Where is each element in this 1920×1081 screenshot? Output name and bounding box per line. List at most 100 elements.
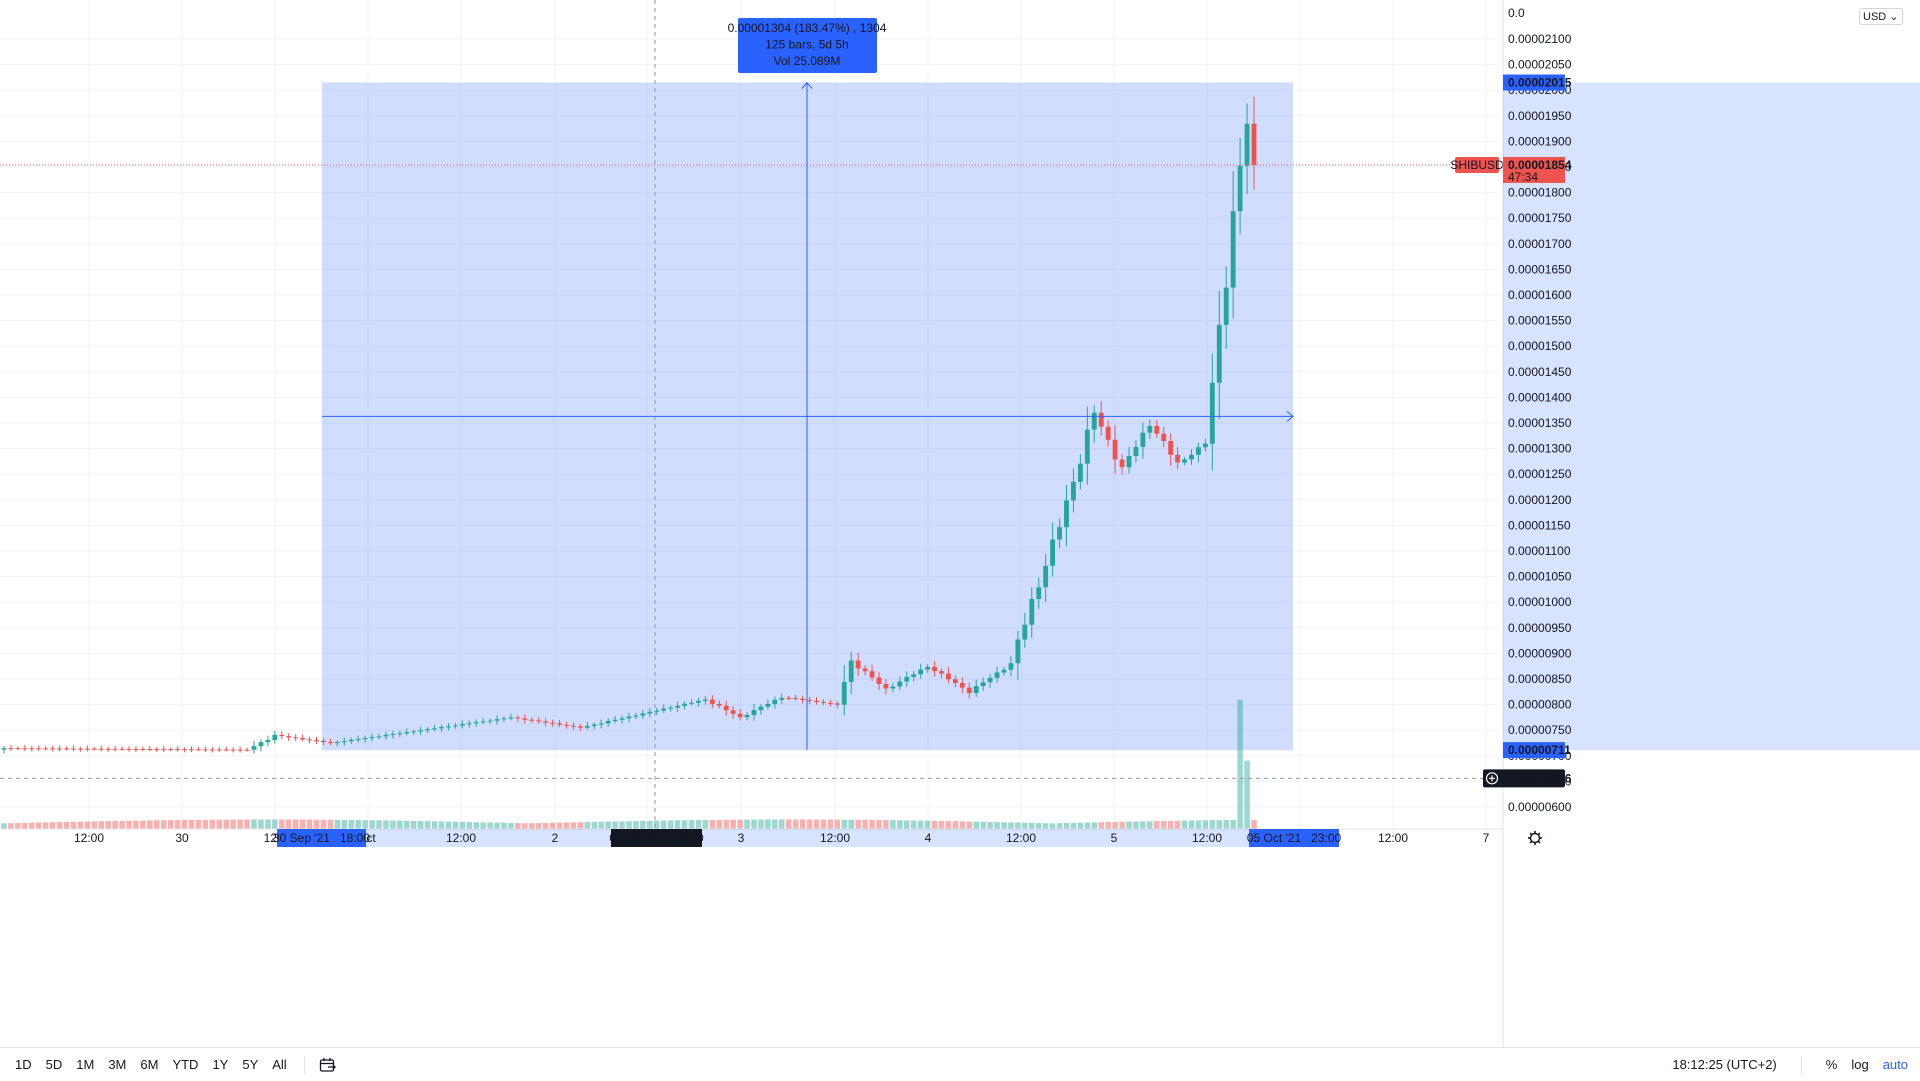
range-end-tag-bg — [1249, 829, 1339, 847]
candle-body — [258, 742, 264, 747]
volume-bar — [1160, 820, 1167, 829]
time-axis[interactable]: 12:00 30 12: ct 12:00 2 3 12:00 4 12:00 5 12:00 12:0… — [0, 828, 1542, 847]
candle — [265, 735, 271, 747]
candle — [1029, 587, 1035, 639]
candle-body — [1223, 287, 1229, 325]
candle-body — [1, 748, 7, 750]
volume-bar — [362, 820, 368, 829]
candle — [1105, 420, 1111, 447]
volume-bar — [438, 821, 445, 829]
candle — [834, 701, 840, 709]
toolbar-divider — [1800, 1055, 1802, 1074]
volume-bar — [140, 820, 146, 829]
price-tick-label: 0.00000750 — [1508, 723, 1572, 737]
range-ytd-button[interactable]: YTD — [172, 1057, 199, 1072]
candle-body — [911, 674, 917, 677]
volume-bar — [1035, 822, 1042, 829]
candle-body — [279, 734, 285, 737]
candle — [1008, 656, 1014, 677]
candle-body — [1237, 165, 1243, 212]
crosshair-price-tag: 0.00000656 — [1483, 769, 1572, 788]
plus-circle-icon[interactable] — [1485, 772, 1499, 785]
candle-body — [557, 723, 562, 725]
price-tick-label: 0.00000950 — [1508, 621, 1572, 635]
candle-body — [591, 724, 597, 726]
volume-bar — [306, 819, 313, 829]
candle-body — [848, 660, 854, 682]
gear-icon[interactable] — [1528, 831, 1542, 845]
candle — [175, 746, 181, 752]
volume-bar — [508, 822, 514, 829]
time-axis-range-highlight — [322, 829, 1293, 847]
range-5d-button[interactable]: 5D — [45, 1057, 63, 1072]
candle — [376, 733, 382, 739]
volume-bar — [695, 820, 702, 829]
volume-bar — [799, 819, 806, 829]
candle — [1209, 353, 1215, 471]
volume-bar — [910, 820, 917, 829]
volume-bar — [147, 820, 153, 829]
candle — [807, 696, 812, 705]
volume-bar — [730, 819, 736, 829]
calendar-goto-icon[interactable] — [319, 1057, 337, 1073]
candle — [1050, 522, 1056, 577]
auto-scale-toggle[interactable]: auto — [1882, 1057, 1908, 1072]
volume-bar — [591, 821, 598, 829]
volume-bar — [1098, 822, 1104, 829]
candle — [619, 715, 625, 724]
candle — [446, 723, 451, 731]
volume-bar — [779, 819, 785, 829]
candle-body — [994, 672, 1000, 678]
range-5y-button[interactable]: 5Y — [242, 1057, 259, 1072]
candle — [737, 708, 743, 721]
candle — [793, 694, 799, 701]
candle — [1230, 171, 1236, 319]
candle — [911, 671, 917, 682]
volume-bar — [272, 819, 278, 829]
candle — [1, 746, 7, 754]
volume-bar — [758, 819, 764, 829]
volume-bar — [890, 820, 896, 829]
price-axis[interactable]: 0.00.000021000.000020500.000020000.00001… — [1483, 0, 1920, 1047]
volume-bar — [1140, 821, 1146, 829]
volume-bar — [980, 821, 986, 829]
candle — [77, 746, 83, 752]
range-1y-button[interactable]: 1Y — [212, 1057, 229, 1072]
candle — [702, 695, 708, 705]
range-6m-button[interactable]: 6M — [140, 1057, 159, 1072]
volume-bar — [605, 821, 611, 829]
currency-selector[interactable]: USD ⌄ — [1859, 8, 1903, 25]
time-tick-label: 5 — [1111, 831, 1118, 845]
percent-scale-toggle[interactable]: % — [1825, 1057, 1838, 1072]
candle-body — [1140, 432, 1146, 447]
volume-bar — [744, 819, 750, 829]
candle — [1022, 612, 1028, 648]
candle — [71, 745, 76, 751]
volume-bar — [820, 819, 827, 829]
candle — [404, 728, 410, 736]
candle — [161, 746, 167, 753]
volume-bar — [667, 820, 674, 829]
volume-bar — [404, 820, 410, 829]
symbol-tag-bg — [1455, 156, 1499, 173]
candle-body — [293, 737, 299, 739]
gear-icon-tooth — [1529, 840, 1533, 844]
volume-bar — [424, 821, 431, 829]
candle — [640, 709, 646, 719]
candle — [147, 746, 153, 752]
range-1d-button[interactable]: 1D — [15, 1057, 32, 1072]
candle-body — [932, 666, 937, 672]
clock-timezone[interactable]: 18:12:25 (UTC+2) — [1672, 1057, 1777, 1072]
range-1m-button[interactable]: 1M — [76, 1057, 95, 1072]
volume-bars — [1, 699, 1257, 829]
range-all-button[interactable]: All — [272, 1057, 287, 1072]
log-scale-toggle[interactable]: log — [1851, 1057, 1869, 1072]
volume-bar — [431, 821, 438, 829]
volume-bar — [1022, 822, 1028, 829]
candle-body — [71, 748, 76, 750]
price-tick-label: 0.00001100 — [1508, 544, 1571, 558]
range-3m-button[interactable]: 3M — [108, 1057, 127, 1072]
volume-bar — [174, 820, 181, 829]
volume-bar — [1195, 820, 1202, 829]
price-chart[interactable]: 0.00001304 (183.47%) , 1304 125 bars, 5d … — [0, 0, 1920, 1047]
